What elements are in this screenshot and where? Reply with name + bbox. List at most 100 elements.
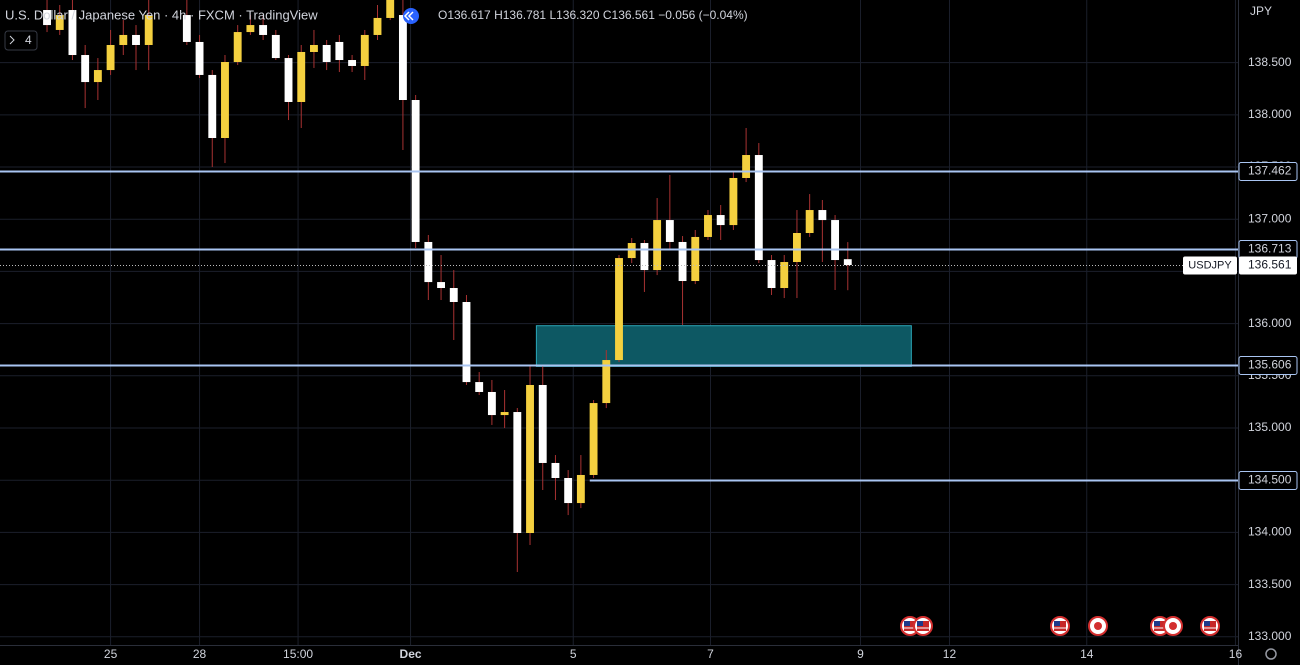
candle-body [106, 44, 115, 71]
low: L136.320 [549, 8, 599, 22]
candle-body [640, 243, 649, 271]
candle-body [704, 215, 712, 237]
candle-body [335, 41, 344, 61]
interval-icon [9, 35, 15, 45]
y-tick-label: 137.000 [1248, 211, 1292, 225]
candle-body [68, 10, 77, 56]
candle-body [284, 58, 293, 102]
x-tick-label: 5 [570, 647, 577, 661]
candle-body [424, 241, 433, 283]
candle-body [526, 384, 534, 534]
candle-body [348, 60, 357, 66]
candle-body [132, 34, 140, 45]
y-tick-label: 133.000 [1248, 629, 1292, 643]
candle-body [818, 210, 827, 221]
level-label-box [1238, 162, 1298, 181]
close: C136.561 [603, 8, 655, 22]
candle-body [716, 215, 725, 226]
collapse-button[interactable] [403, 8, 419, 24]
candle-body [182, 15, 191, 42]
y-tick-label: 138.500 [1248, 55, 1292, 69]
open: O136.617 [438, 8, 491, 22]
candle-body [271, 34, 280, 59]
candle-body [754, 155, 763, 261]
x-tick-label: 7 [707, 647, 714, 661]
candle-body [373, 17, 382, 35]
candle-body [653, 220, 662, 271]
settings-button[interactable] [1265, 648, 1277, 660]
y-tick-label: 135.000 [1248, 420, 1292, 434]
candle-body [513, 412, 522, 534]
candle-body [487, 391, 496, 416]
candle-body [831, 220, 840, 261]
event-flag [1054, 621, 1060, 626]
y-tick-label: 138.000 [1248, 107, 1292, 121]
candle-body [55, 15, 64, 30]
candle-body [729, 177, 738, 226]
candle-body [93, 70, 102, 83]
event-flag [1169, 622, 1177, 630]
zone [535, 325, 912, 367]
candle-body [398, 15, 407, 101]
candle-body [322, 44, 331, 63]
candle-body [43, 10, 51, 26]
plot-area [0, 0, 1238, 573]
candle-body [195, 41, 204, 75]
x-tick-label: 14 [1080, 647, 1094, 661]
interval: 4 [25, 33, 32, 47]
candle-body [564, 478, 573, 504]
candle-body [843, 259, 852, 266]
level-label-box [1238, 471, 1298, 490]
axes: 133.000133.500134.000134.500135.000135.5… [104, 55, 1298, 661]
price-label-box [1239, 256, 1297, 275]
symbol-label-box [1183, 256, 1237, 275]
event-flag [917, 621, 923, 626]
x-tick-label: 25 [104, 647, 118, 661]
candle-body [589, 403, 598, 475]
x-tick-label: 9 [857, 647, 864, 661]
x-tick-label: 12 [943, 647, 957, 661]
x-tick-label: 16 [1229, 647, 1243, 661]
y-tick-label: 134.000 [1248, 525, 1292, 539]
candle-body [551, 462, 560, 479]
candle-body [475, 382, 484, 392]
event-flag [1204, 621, 1210, 626]
grid [0, 0, 1238, 645]
candle-body [665, 220, 674, 242]
candle-body [360, 34, 369, 66]
candle-body [767, 260, 776, 289]
candle-body [576, 474, 585, 504]
level-label: 136.713 [1248, 242, 1292, 256]
candle-body [805, 210, 814, 233]
price-label: 136.561 [1248, 258, 1292, 272]
collapse-icon [403, 11, 414, 21]
candle-body [780, 262, 789, 289]
candle-body [449, 288, 458, 303]
x-tick-label: 15:00 [283, 647, 313, 661]
candle-body [233, 32, 242, 63]
ohlc-legend: O136.617 H136.781 L136.320 C136.561 −0.0… [438, 8, 748, 22]
candle-body [538, 384, 547, 463]
candle-body [119, 34, 128, 45]
candle-body [259, 25, 268, 35]
event-flag [1154, 621, 1160, 626]
candle-body [500, 412, 509, 416]
candle-body [678, 241, 687, 282]
currency: JPY [1250, 4, 1272, 18]
candle-body [462, 302, 471, 383]
candle-body [221, 62, 229, 139]
event-flag [1094, 622, 1102, 630]
x-tick-label: Dec [400, 647, 422, 661]
level-label: 134.500 [1248, 473, 1292, 487]
candle-body [627, 243, 636, 259]
y-tick-label: 133.500 [1248, 577, 1292, 591]
y-tick-label: 136.000 [1248, 316, 1292, 330]
candle-body [208, 74, 217, 139]
interval-button[interactable] [4, 30, 38, 51]
candle-body [602, 360, 611, 404]
x-tick-label: 28 [193, 647, 207, 661]
candle-body [615, 258, 623, 361]
candle-body [386, 0, 395, 18]
symbol-label: USDJPY [1188, 259, 1232, 271]
